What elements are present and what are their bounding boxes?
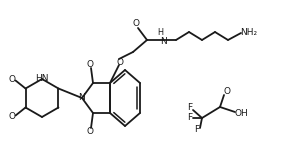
Text: O: O xyxy=(86,60,93,69)
Text: F: F xyxy=(194,125,199,134)
Text: N: N xyxy=(161,37,167,45)
Text: NH₂: NH₂ xyxy=(240,28,258,37)
Text: F: F xyxy=(187,103,192,112)
Text: O: O xyxy=(133,19,140,28)
Text: O: O xyxy=(8,75,15,84)
Text: O: O xyxy=(8,112,15,121)
Text: F: F xyxy=(187,114,192,123)
Text: N: N xyxy=(79,93,85,103)
Text: O: O xyxy=(223,86,230,95)
Text: O: O xyxy=(117,58,124,67)
Text: OH: OH xyxy=(234,108,248,118)
Text: O: O xyxy=(86,127,93,136)
Text: HN: HN xyxy=(35,73,49,82)
Text: H: H xyxy=(157,28,163,37)
